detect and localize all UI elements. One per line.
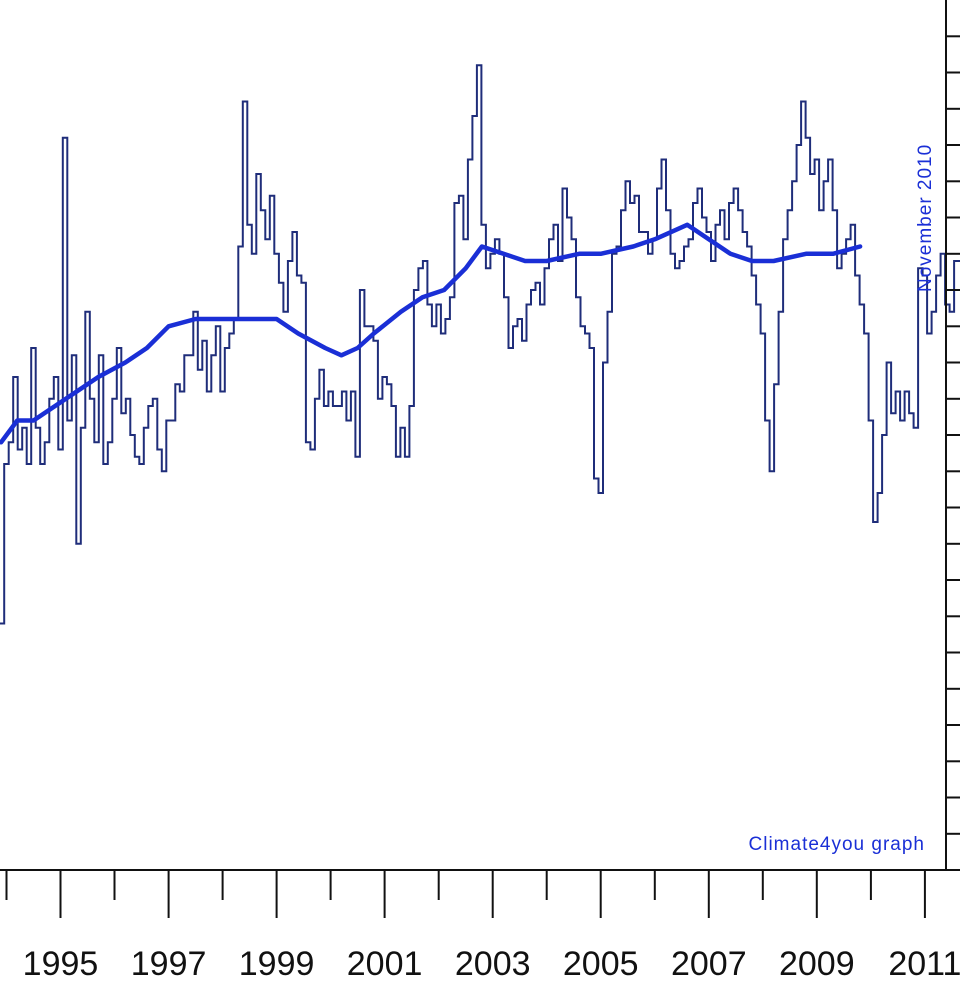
credit-label: Climate4you graph (749, 834, 925, 855)
x-tick-label-1997: 1997 (131, 945, 207, 983)
x-tick-label-2007: 2007 (671, 945, 747, 983)
plot-area (0, 64, 960, 625)
right-y-ticks (946, 35, 960, 835)
x-tick-label-2011: 2011 (888, 945, 960, 983)
x-tick-label-2009: 2009 (779, 945, 855, 983)
running-mean-line (0, 222, 863, 445)
month-annotation: November 2010 (915, 144, 936, 292)
monthly-series-line (0, 64, 960, 625)
x-tick-label-2003: 2003 (455, 945, 531, 983)
x-tick-label-1995: 1995 (23, 945, 99, 983)
x-tick-label-1999: 1999 (239, 945, 315, 983)
x-tick-labels: 1995 1997 1999 2001 2003 2005 2007 2009 2011 (23, 945, 960, 983)
x-tick-label-2001: 2001 (347, 945, 423, 983)
x-ticks (5, 870, 926, 918)
x-tick-label-2005: 2005 (563, 945, 639, 983)
